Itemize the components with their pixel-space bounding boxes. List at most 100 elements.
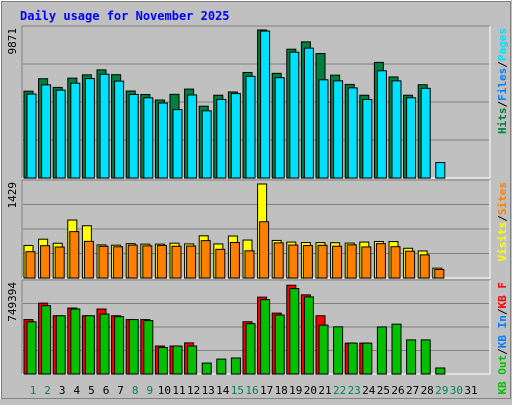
bar-pages-day-27 <box>406 97 417 179</box>
bar-sites-day-11 <box>171 245 182 279</box>
outer-frame-shadow <box>1 1 511 399</box>
bar-sites-day-17 <box>259 221 270 279</box>
bar-sites-day-25 <box>375 243 386 279</box>
x-tick-day-30: 30 <box>450 384 463 397</box>
legend-entry-kb-f: KB F <box>496 282 509 309</box>
x-tick-day-16: 16 <box>245 384 258 397</box>
bar-pages-day-26 <box>391 80 402 179</box>
bar-kb-out-day-22 <box>333 326 344 375</box>
bar-kb-out-day-6 <box>99 313 110 375</box>
bar-kb-out-day-12 <box>187 345 198 375</box>
bar-kb-out-day-11 <box>172 345 183 375</box>
x-tick-day-10: 10 <box>158 384 171 397</box>
bar-kb-out-day-21 <box>318 324 329 375</box>
bar-sites-day-6 <box>98 245 109 279</box>
bar-pages-day-3 <box>55 89 66 179</box>
bar-kb-out-day-14 <box>216 358 227 375</box>
y-tick-label: 1429 <box>6 182 19 209</box>
bar-kb-out-day-20 <box>303 296 314 375</box>
bar-kb-out-day-27 <box>406 339 417 375</box>
legend-entry-kb-out: KB Out <box>496 355 509 395</box>
bar-kb-out-day-15 <box>230 357 241 375</box>
bar-sites-day-23 <box>346 244 357 279</box>
x-tick-day-15: 15 <box>231 384 244 397</box>
bar-pages-day-13 <box>201 110 212 179</box>
bar-pages-day-8 <box>128 93 139 179</box>
x-tick-day-2: 2 <box>44 384 51 397</box>
bar-pages-day-16 <box>245 75 256 179</box>
bar-kb-out-day-16 <box>245 323 256 375</box>
bar-sites-day-4 <box>69 231 80 279</box>
legend-entry-files: Files <box>496 68 509 101</box>
legend-entry-sites: Sites <box>496 182 509 215</box>
y-tick-label: 749394 <box>6 282 19 322</box>
bar-sites-day-19 <box>288 244 299 279</box>
bar-pages-day-19 <box>289 51 300 179</box>
x-tick-day-22: 22 <box>333 384 346 397</box>
bar-pages-day-15 <box>230 93 241 179</box>
legend-separator: / <box>496 215 509 222</box>
bar-pages-day-6 <box>99 73 110 179</box>
bar-sites-day-24 <box>361 246 372 279</box>
bar-pages-day-4 <box>70 82 81 179</box>
x-tick-day-31: 31 <box>464 384 477 397</box>
bar-sites-day-7 <box>113 246 124 279</box>
bar-sites-day-1 <box>25 251 36 279</box>
bar-pages-day-14 <box>216 98 227 179</box>
bar-pages-day-21 <box>318 79 329 179</box>
bar-sites-day-2 <box>40 245 51 279</box>
bar-kb-out-day-28 <box>420 339 431 375</box>
x-tick-day-11: 11 <box>172 384 185 397</box>
bar-pages-day-28 <box>420 87 431 179</box>
bar-pages-day-1 <box>26 93 37 179</box>
legend-entry-hits: Hits <box>496 108 509 135</box>
x-tick-day-12: 12 <box>187 384 200 397</box>
bar-pages-day-25 <box>376 70 387 179</box>
bar-kb-out-day-7 <box>114 316 125 375</box>
bar-pages-day-2 <box>41 84 52 179</box>
bar-pages-day-22 <box>333 80 344 179</box>
x-tick-day-28: 28 <box>421 384 434 397</box>
x-tick-day-25: 25 <box>377 384 390 397</box>
x-tick-day-6: 6 <box>103 384 110 397</box>
bar-sites-day-14 <box>215 248 226 279</box>
bar-kb-out-day-29 <box>435 367 446 375</box>
bar-pages-day-9 <box>143 97 154 179</box>
legend-separator: / <box>496 308 509 315</box>
bar-sites-day-22 <box>332 245 343 279</box>
x-tick-day-1: 1 <box>30 384 37 397</box>
bar-pages-day-29 <box>435 162 446 179</box>
x-tick-day-4: 4 <box>73 384 80 397</box>
bar-sites-day-20 <box>302 245 313 279</box>
bar-sites-day-13 <box>200 240 211 279</box>
bar-pages-day-5 <box>84 78 95 179</box>
x-tick-day-21: 21 <box>318 384 331 397</box>
x-tick-day-9: 9 <box>146 384 153 397</box>
legend-separator: / <box>496 101 509 108</box>
bar-sites-day-10 <box>156 244 167 279</box>
bar-sites-day-9 <box>142 245 153 279</box>
chart-panels: 9871Hits/Files/Pages1429Visits/Sites7493… <box>6 25 509 395</box>
x-tick-day-24: 24 <box>362 384 376 397</box>
bar-kb-out-day-10 <box>157 346 168 375</box>
bar-kb-out-day-18 <box>274 314 285 375</box>
bar-sites-day-15 <box>229 241 240 279</box>
legend-separator: / <box>496 61 509 68</box>
x-tick-day-14: 14 <box>216 384 230 397</box>
bar-kb-out-day-4 <box>70 308 81 375</box>
bar-kb-out-day-5 <box>84 315 95 375</box>
bar-kb-out-day-3 <box>55 315 66 375</box>
bar-sites-day-16 <box>244 250 255 279</box>
bar-pages-day-18 <box>274 77 285 179</box>
x-tick-day-18: 18 <box>275 384 288 397</box>
bar-pages-day-23 <box>347 87 358 179</box>
bar-sites-day-12 <box>186 245 197 279</box>
bar-kb-out-day-1 <box>26 321 37 375</box>
legend: Visits/Sites <box>496 182 509 262</box>
x-tick-day-27: 27 <box>406 384 419 397</box>
x-tick-day-17: 17 <box>260 384 273 397</box>
